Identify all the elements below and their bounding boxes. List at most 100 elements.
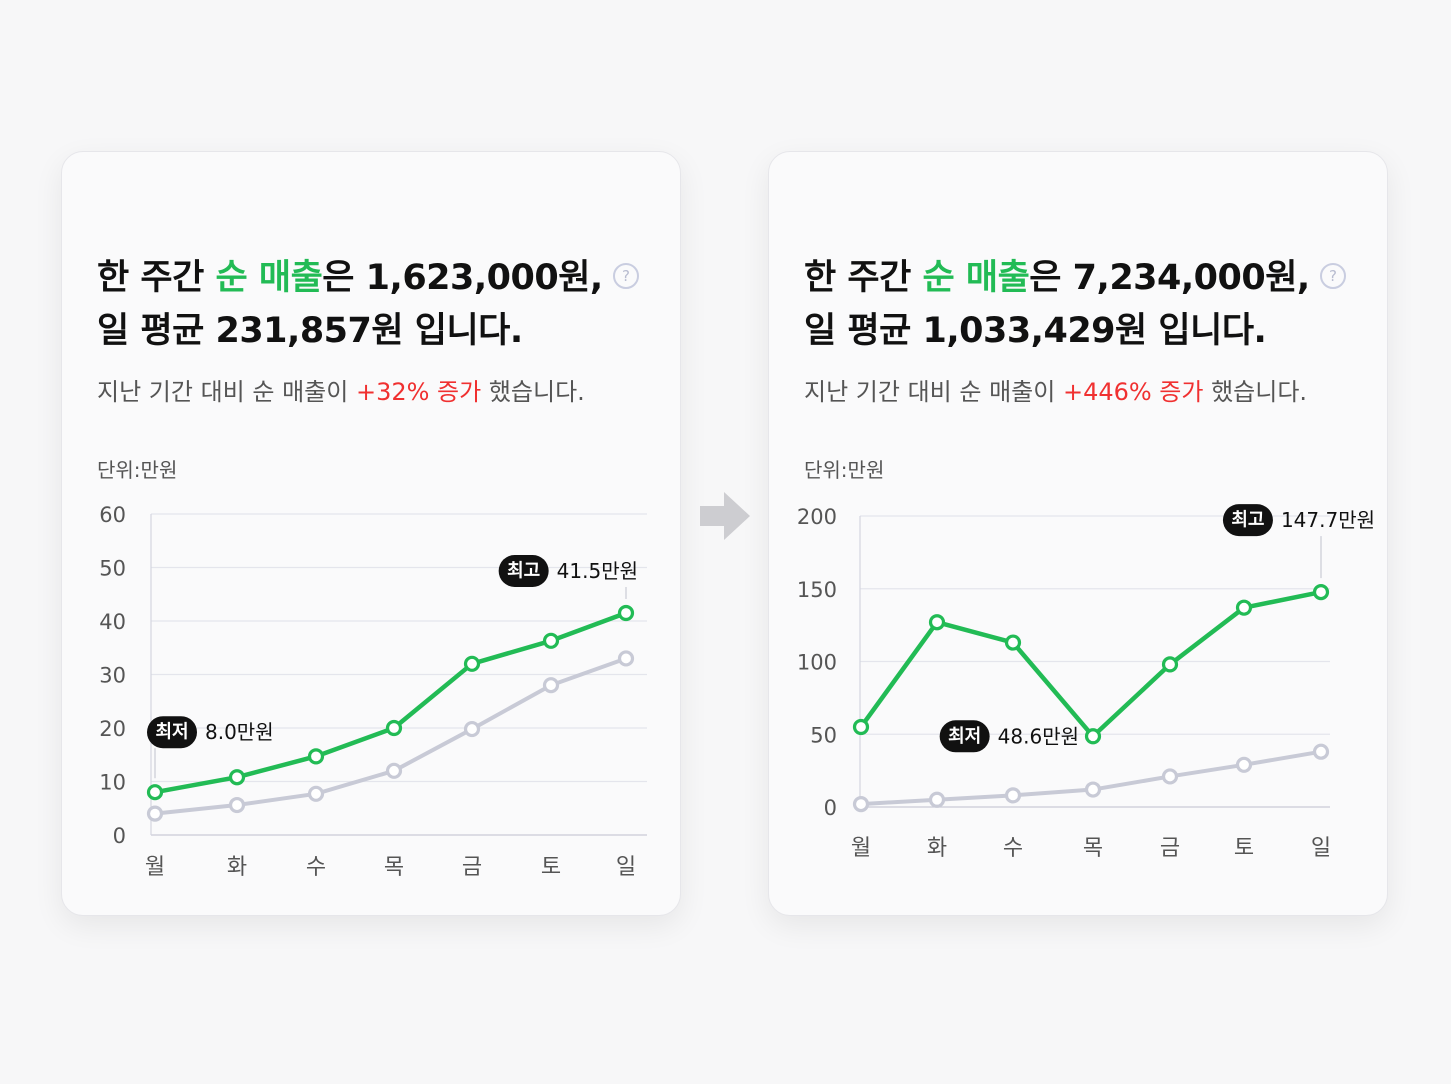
min-badge-label: 최저 <box>155 722 188 743</box>
y-tick-label: 100 <box>797 651 837 675</box>
headline-line-2: 일 평균 1,033,429원 입니다. <box>804 311 1267 351</box>
x-tick-label: 목 <box>384 855 404 880</box>
x-tick-label: 토 <box>1234 836 1254 861</box>
current-data-point <box>1235 599 1253 616</box>
x-tick-label: 월 <box>851 836 871 861</box>
min-annotation: 최저 8.0만원 <box>147 716 274 749</box>
x-tick-label: 화 <box>227 855 247 880</box>
comparison-suffix: 했습니다. <box>481 378 585 406</box>
x-tick-label: 수 <box>1003 836 1023 861</box>
headline-highlight: 순 매출 <box>215 258 323 298</box>
right-arrow-icon <box>700 492 750 540</box>
previous-data-point <box>542 677 560 694</box>
current-series-line <box>858 589 1324 739</box>
x-tick-label: 일 <box>1311 836 1331 861</box>
current-data-point <box>928 614 946 631</box>
comparison-text: 지난 기간 대비 순 매출이 +446% 증가 했습니다. <box>804 372 1307 407</box>
min-badge <box>939 720 990 753</box>
min-badge <box>147 716 197 749</box>
x-tick-label: 금 <box>462 855 482 880</box>
x-tick-label: 금 <box>1160 836 1180 861</box>
previous-data-point <box>307 785 325 802</box>
previous-data-point <box>617 650 635 667</box>
min-annotation: 최저 48.6만원 <box>939 720 1079 753</box>
headline-total: 은 1,623,000원, <box>322 258 603 298</box>
comparison-prefix: 지난 기간 대비 순 매출이 <box>804 378 1063 406</box>
y-tick-label: 150 <box>797 578 837 602</box>
min-badge-label: 최저 <box>948 726 981 747</box>
current-data-point <box>617 604 635 622</box>
sales-card-right: 한 주간 순 매출은 7,234,000원,? 일 평균 1,033,429원 … <box>768 151 1388 916</box>
max-badge-label: 최고 <box>507 560 540 581</box>
current-data-point <box>1312 583 1330 601</box>
headline-line-2: 일 평균 231,857원 입니다. <box>97 311 523 351</box>
current-data-point <box>1004 634 1022 651</box>
current-data-point <box>852 718 870 736</box>
max-value-label: 41.5만원 <box>557 559 638 583</box>
previous-data-point <box>1312 743 1330 760</box>
help-icon[interactable]: ? <box>612 263 639 289</box>
y-tick-label: 30 <box>99 664 126 688</box>
current-data-point <box>228 769 246 786</box>
y-tick-label: 200 <box>797 505 837 529</box>
sales-line-chart: 0 50 100 150 200 월 화 수 목 금 토 일 최저 48.6만원 최고 147.7만원 <box>797 504 1375 861</box>
previous-data-point <box>385 762 403 779</box>
current-data-point <box>146 784 164 801</box>
comparison-change: +32% 증가 <box>355 378 482 406</box>
headline-line-1: 한 주간 순 매출은 7,234,000원,? <box>804 252 1346 305</box>
y-tick-label: 10 <box>99 771 126 795</box>
current-data-point <box>307 748 325 765</box>
sales-line-chart: 0 10 20 30 40 50 60 월 화 수 목 금 토 일 최저 8.0만원 최고 41.5만원 <box>99 503 647 880</box>
y-tick-label: 50 <box>810 723 837 747</box>
x-tick-label: 토 <box>541 855 561 880</box>
headline: 한 주간 순 매출은 7,234,000원,? 일 평균 1,033,429원 … <box>804 252 1346 358</box>
previous-data-point <box>1084 781 1102 798</box>
x-tick-label: 수 <box>306 855 326 880</box>
x-tick-label: 일 <box>616 855 636 880</box>
previous-data-point <box>928 791 946 808</box>
previous-data-point <box>1161 768 1179 785</box>
sales-card-left: 한 주간 순 매출은 1,623,000원,? 일 평균 231,857원 입니… <box>61 151 681 916</box>
max-badge <box>1222 504 1273 537</box>
y-tick-label: 50 <box>99 557 126 581</box>
min-value-label: 8.0만원 <box>205 720 274 744</box>
headline-line-1: 한 주간 순 매출은 1,623,000원,? <box>97 252 639 305</box>
max-annotation: 최고 41.5만원 <box>498 554 638 587</box>
current-data-point <box>463 655 481 672</box>
headline-total: 은 7,234,000원, <box>1029 258 1310 298</box>
help-icon[interactable]: ? <box>1319 263 1346 289</box>
previous-data-point <box>146 805 164 822</box>
previous-data-point <box>228 796 246 814</box>
comparison-change: +446% 증가 <box>1062 378 1204 406</box>
max-annotation: 최고 147.7만원 <box>1222 504 1375 537</box>
comparison-suffix: 했습니다. <box>1203 378 1308 406</box>
previous-data-point <box>1235 756 1253 773</box>
y-tick-label: 60 <box>99 503 126 527</box>
current-data-point <box>1161 656 1179 673</box>
unit-label: 단위:만원 <box>804 458 885 482</box>
max-badge-label: 최고 <box>1231 510 1264 531</box>
y-tick-label: 40 <box>99 610 126 634</box>
y-tick-label: 20 <box>99 717 126 741</box>
y-tick-label: 0 <box>113 824 126 848</box>
previous-data-point <box>852 795 870 813</box>
comparison-text: 지난 기간 대비 순 매출이 +32% 증가 했습니다. <box>97 372 585 407</box>
x-tick-label: 목 <box>1083 836 1103 861</box>
current-data-point <box>1084 728 1102 745</box>
x-tick-label: 화 <box>927 836 947 861</box>
max-badge <box>498 554 549 587</box>
min-value-label: 48.6만원 <box>998 724 1079 748</box>
unit-label: 단위:만원 <box>97 458 178 482</box>
y-tick-label: 0 <box>824 796 837 820</box>
previous-data-point <box>1004 787 1022 804</box>
headline-prefix: 한 주간 <box>97 258 216 298</box>
previous-data-point <box>463 720 481 738</box>
x-tick-label: 월 <box>145 855 165 880</box>
max-value-label: 147.7만원 <box>1281 508 1375 532</box>
headline: 한 주간 순 매출은 1,623,000원,? 일 평균 231,857원 입니… <box>97 252 639 358</box>
comparison-prefix: 지난 기간 대비 순 매출이 <box>97 378 356 406</box>
headline-prefix: 한 주간 <box>804 258 923 298</box>
current-data-point <box>542 632 560 649</box>
headline-highlight: 순 매출 <box>922 258 1030 298</box>
current-data-point <box>385 719 403 737</box>
